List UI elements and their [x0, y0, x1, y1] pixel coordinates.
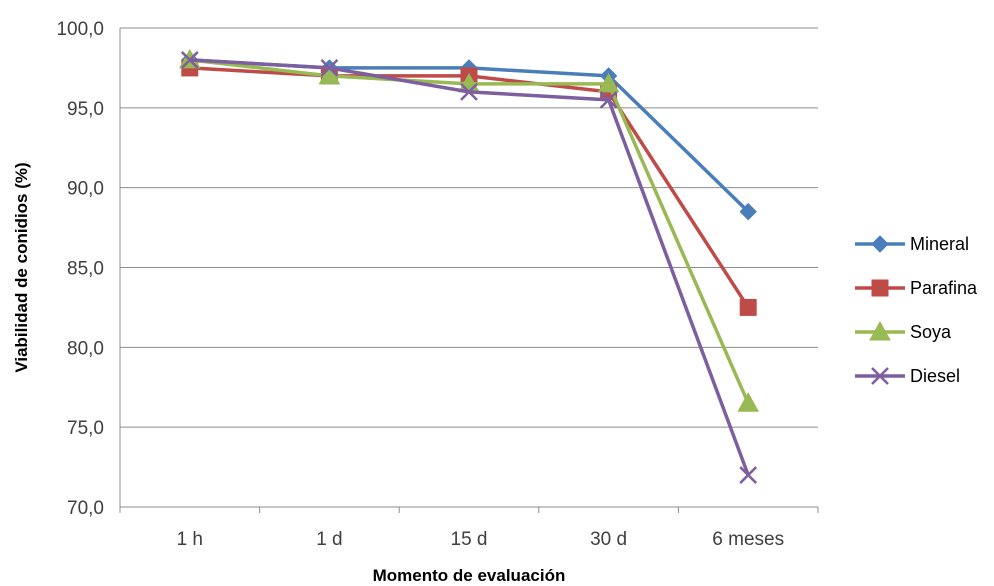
legend-marker-mineral	[871, 235, 889, 253]
y-axis-title: Viabilidad de conidios (%)	[12, 162, 31, 372]
axes: 70,0 75,0 80,0 85,0 90,0 95,0 100,0 1 h 1 d 15 d 3…	[56, 19, 819, 550]
legend-marker-diesel	[871, 367, 889, 385]
legend-marker-parafina	[871, 279, 889, 297]
x-tick-label: 6 meses	[712, 529, 784, 550]
data-point-diesel-stroke	[180, 51, 199, 69]
x-axis-title: Momento de evaluación	[373, 566, 566, 585]
data-point-parafina	[739, 298, 757, 316]
legend-item-soya: Soya	[855, 320, 952, 342]
y-tick-label: 70,0	[67, 498, 104, 519]
x-tick-label: 15 d	[451, 529, 488, 550]
data-point-soya	[318, 64, 341, 85]
legend-label-diesel: Diesel	[910, 366, 960, 386]
series-line-soya	[189, 58, 750, 404]
legend-item-diesel: Diesel	[855, 366, 960, 386]
legend-label-parafina: Parafina	[910, 278, 978, 298]
legend-marker-soya	[869, 320, 891, 341]
gridlines	[120, 27, 818, 508]
legend-label-mineral: Mineral	[910, 234, 969, 254]
data-point-soya	[597, 72, 620, 93]
data-point-mineral	[739, 202, 757, 221]
legend: Mineral Parafina Soya Diesel	[855, 234, 978, 386]
x-tick-label: 1 d	[316, 529, 342, 550]
data-point-diesel	[460, 82, 478, 101]
legend-item-mineral: Mineral	[855, 234, 969, 254]
y-tick-label: 85,0	[67, 259, 104, 280]
y-tick-label: 75,0	[67, 418, 104, 439]
x-tick-label: 1 h	[177, 529, 203, 550]
data-point-diesel	[739, 466, 758, 484]
data-point-diesel	[599, 90, 618, 109]
series	[178, 48, 760, 484]
legend-marker-diesel-stroke	[871, 367, 889, 385]
data-point-diesel	[320, 59, 339, 77]
data-point-diesel-stroke	[320, 59, 339, 77]
data-point-diesel-stroke	[460, 82, 478, 101]
y-tick-label: 90,0	[67, 179, 104, 200]
data-point-diesel-stroke	[739, 466, 758, 484]
data-point-soya	[737, 392, 760, 412]
y-tick-label: 100,0	[56, 19, 104, 40]
legend-label-soya: Soya	[910, 322, 952, 342]
data-point-diesel	[180, 51, 199, 69]
x-tick-label: 30 d	[590, 529, 627, 550]
legend-item-parafina: Parafina	[855, 278, 978, 298]
y-tick-label: 95,0	[67, 99, 104, 120]
data-point-diesel-stroke	[599, 90, 618, 109]
y-tick-label: 80,0	[67, 338, 104, 359]
